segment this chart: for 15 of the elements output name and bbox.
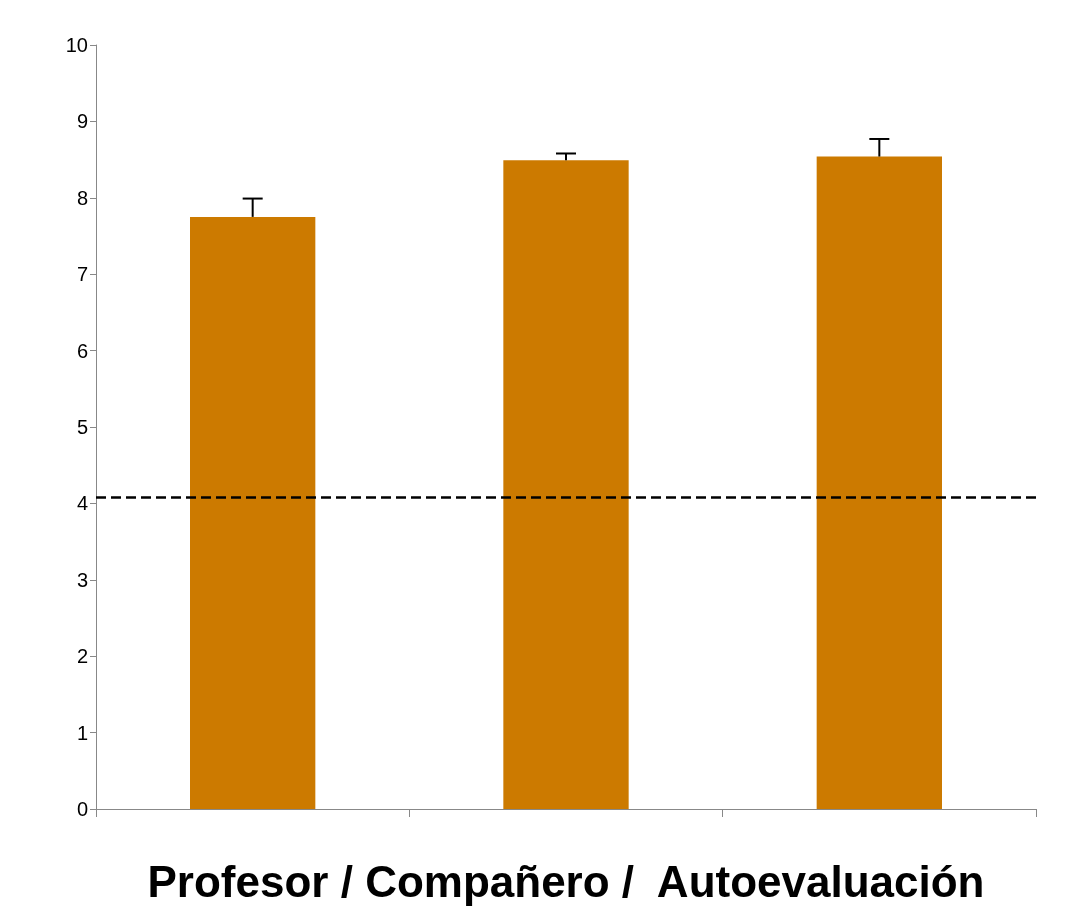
y-tick-label: 6	[76, 339, 88, 362]
bar	[503, 160, 629, 809]
bar	[816, 156, 942, 809]
y-tick-label: 3	[76, 568, 88, 591]
y-tick-label: 5	[76, 416, 88, 438]
y-tick-label: 10	[65, 34, 88, 56]
y-tick-label: 2	[76, 645, 88, 668]
y-tick-label: 9	[76, 110, 88, 133]
y-tick-label: 1	[76, 721, 88, 744]
x-axis-title: Profesor / Compañero / Autoevaluación	[147, 856, 985, 906]
y-tick-label: 0	[76, 798, 88, 820]
bar	[190, 216, 316, 809]
y-tick-label: 7	[76, 263, 88, 286]
y-tick-label: 8	[76, 186, 88, 209]
y-tick-label: 4	[76, 492, 88, 515]
